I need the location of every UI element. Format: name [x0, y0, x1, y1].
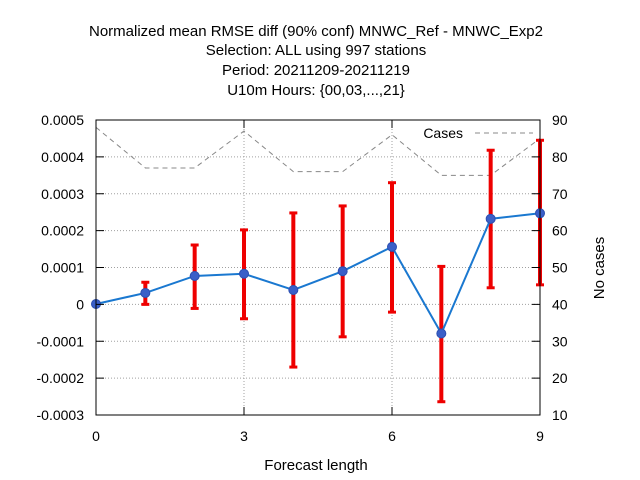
- y2-tick-label: 40: [552, 296, 568, 312]
- y-tick-label: 0.0005: [41, 112, 84, 128]
- y2-tick-label: 70: [552, 186, 568, 202]
- y-tick-label: 0.0003: [41, 186, 84, 202]
- y2-tick-label: 50: [552, 260, 568, 276]
- legend-label-cases: Cases: [423, 125, 463, 141]
- cases-series: [95, 126, 541, 176]
- y-tick-label: 0.0001: [41, 260, 84, 276]
- y2-tick-label: 20: [552, 370, 568, 386]
- data-point: [485, 213, 496, 224]
- y-tick-label: 0: [76, 296, 84, 312]
- grid-lines: [96, 120, 540, 415]
- x-tick-label: 3: [240, 428, 248, 444]
- x-tick-label: 0: [92, 428, 100, 444]
- cases-line: [95, 126, 541, 176]
- data-point: [337, 266, 348, 277]
- x-tick-label: 6: [388, 428, 396, 444]
- main-series: [91, 208, 545, 339]
- data-point: [387, 241, 397, 252]
- y2-tick-label: 10: [552, 407, 568, 423]
- data-point: [288, 284, 299, 295]
- chart-title: Normalized mean RMSE diff (90% conf) MNW…: [89, 23, 543, 99]
- y-axis-left: -0.0003 -0.0002 -0.0001 0 0.0001 0.0002 0.0003…: [37, 112, 104, 423]
- title-line-3: Period: 20211209-20211219: [222, 62, 410, 79]
- y2-tick-label: 60: [552, 223, 568, 239]
- main-series-line: [95, 212, 541, 336]
- y2-tick-label: 30: [552, 333, 568, 349]
- title-line-4: U10m Hours: {00,03,...,21}: [227, 82, 405, 99]
- y-tick-label: -0.0002: [37, 370, 85, 386]
- y2-tick-label: 80: [552, 149, 568, 165]
- data-point: [239, 268, 249, 279]
- legend: Cases: [423, 125, 533, 141]
- y-axis-right-label: No cases: [591, 237, 608, 300]
- title-line-1: Normalized mean RMSE diff (90% conf) MNW…: [89, 23, 543, 40]
- data-point: [140, 287, 151, 298]
- data-point: [189, 270, 200, 281]
- x-tick-label: 9: [536, 428, 544, 444]
- y-tick-label: 0.0002: [41, 223, 84, 239]
- y-tick-label: -0.0003: [37, 407, 85, 423]
- y2-tick-label: 90: [552, 112, 568, 128]
- y-tick-label: 0.0004: [41, 149, 84, 165]
- y-axis-right: 10 20 30 40 50 60 70 80 90: [532, 112, 568, 423]
- data-point: [436, 328, 447, 339]
- x-axis-label: Forecast length: [264, 457, 367, 474]
- y-tick-label: -0.0001: [37, 333, 85, 349]
- title-line-2: Selection: ALL using 997 stations: [206, 42, 426, 59]
- x-axis: 0 3 6 9: [92, 120, 544, 444]
